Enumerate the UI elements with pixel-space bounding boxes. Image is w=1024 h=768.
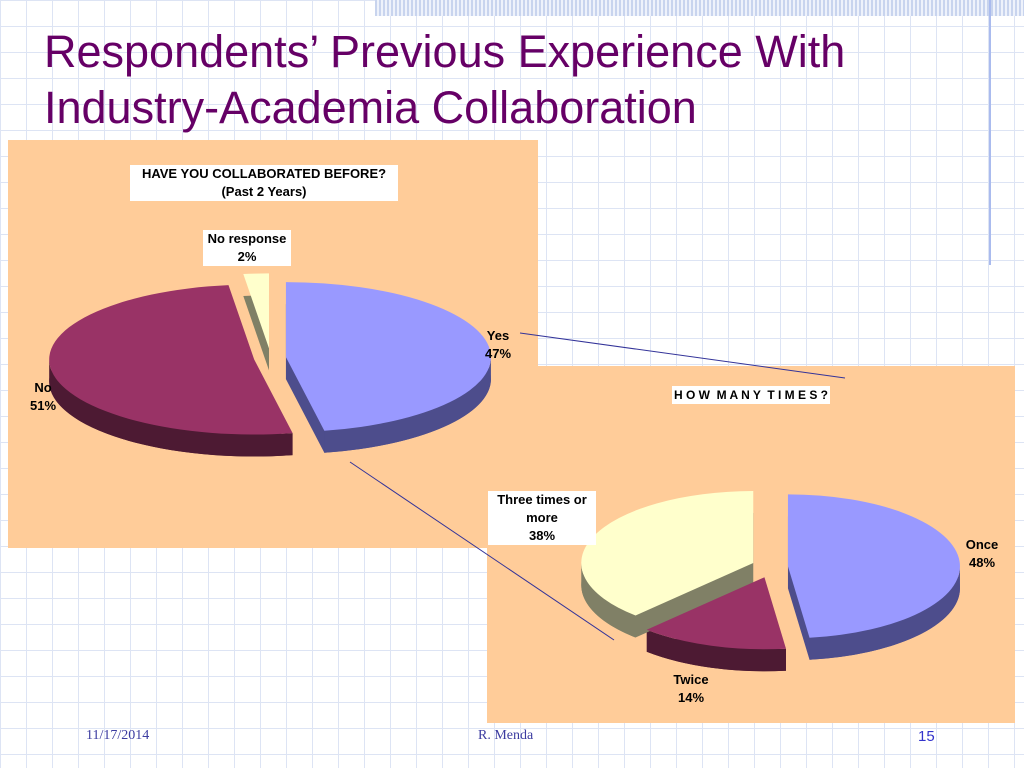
category-label: Three times or more (497, 492, 587, 525)
value-label: 47% (484, 346, 512, 361)
pie-slice (49, 285, 293, 435)
category-label: Once (965, 537, 999, 552)
slide-title: Respondents’ Previous Experience With In… (44, 26, 846, 133)
pie-slice (581, 491, 754, 616)
category-label: No response (207, 231, 287, 246)
slice-label: Twice 14% (666, 671, 716, 707)
chart-title-box: HAVE YOU COLLABORATED BEFORE? (Past 2 Ye… (130, 165, 398, 201)
footer-date: 11/17/2014 (86, 728, 150, 743)
category-label: No (34, 380, 52, 395)
slice-label: No 51% (23, 379, 63, 415)
page-number: 15 (918, 728, 935, 745)
accent-line (989, 0, 991, 265)
chart-title: HAVE YOU COLLABORATED BEFORE? (141, 166, 387, 181)
slice-side (809, 566, 960, 660)
value-label: 14% (677, 690, 705, 705)
slice-label: Yes 47% (468, 327, 528, 363)
slice-label: No response 2% (203, 230, 291, 266)
chart-subtitle: (Past 2 Years) (221, 184, 307, 199)
pie-slice (646, 577, 786, 650)
connector (519, 332, 846, 379)
category-label: Yes (486, 328, 510, 343)
pie-slice (285, 282, 491, 431)
slice-label: Once 48% (957, 536, 1007, 572)
slice-side (581, 563, 636, 638)
category-label: Twice (673, 672, 709, 687)
header-strip (375, 0, 1024, 16)
connector (349, 461, 615, 641)
chart-title: H O W M A N Y T I M E S ? (671, 386, 831, 404)
pie-slice (243, 273, 269, 349)
slice-side (324, 357, 491, 453)
value-label: 2% (237, 249, 257, 264)
slice-side (49, 359, 293, 457)
footer-author: R. Menda (478, 728, 534, 743)
value-label: 38% (528, 528, 556, 543)
value-label: 51% (29, 398, 57, 413)
pie-slice (787, 494, 960, 638)
slice-label: Three times or more 38% (488, 491, 596, 545)
slice-side (646, 629, 786, 672)
value-label: 48% (968, 555, 996, 570)
